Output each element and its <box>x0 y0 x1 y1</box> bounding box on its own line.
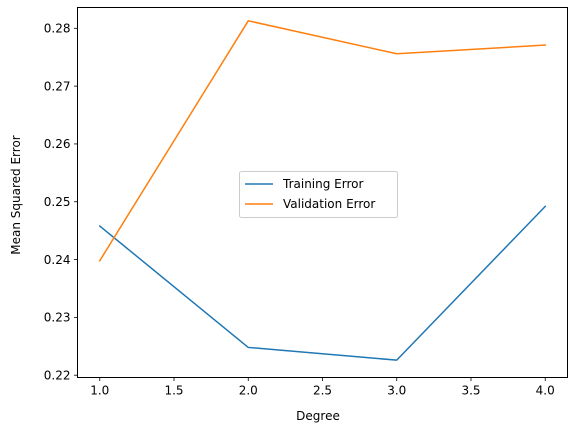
legend-label-validation-error: Validation Error <box>283 197 375 211</box>
x-axis-label: Degree <box>296 409 340 423</box>
y-tick-label: 0.23 <box>44 311 71 325</box>
x-tick-label: 3.0 <box>387 384 406 398</box>
y-tick-label: 0.28 <box>44 22 71 36</box>
x-tick-label: 4.0 <box>536 384 555 398</box>
x-tick-label: 3.5 <box>461 384 480 398</box>
y-tick-label: 0.22 <box>44 368 71 382</box>
legend: Training Error Validation Error <box>240 172 398 218</box>
y-tick-label: 0.25 <box>44 195 71 209</box>
legend-label-training-error: Training Error <box>282 177 363 191</box>
y-tick-label: 0.27 <box>44 79 71 93</box>
y-tick-label: 0.24 <box>44 253 71 267</box>
y-axis-label: Mean Squared Error <box>9 135 23 255</box>
x-tick-label: 1.0 <box>90 384 109 398</box>
y-tick-label: 0.26 <box>44 137 71 151</box>
x-tick-label: 2.0 <box>239 384 258 398</box>
x-tick-label: 1.5 <box>164 384 183 398</box>
x-tick-label: 2.5 <box>313 384 332 398</box>
